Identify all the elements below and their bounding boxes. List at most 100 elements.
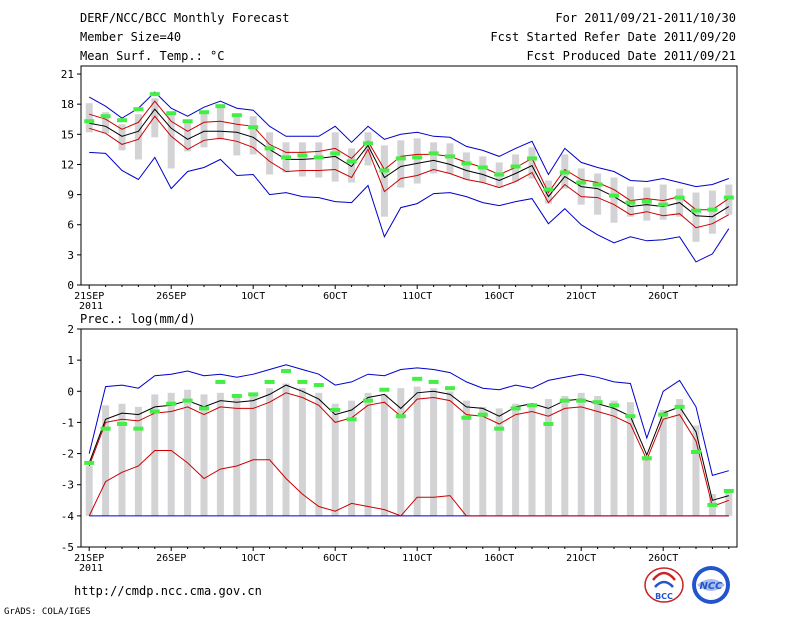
prec-x-tick-label: 21OCT xyxy=(566,553,596,564)
prec-observed-mark xyxy=(330,407,341,412)
prec-spread-bar xyxy=(725,489,733,516)
temp-lower-red-line xyxy=(89,115,730,229)
prec-spread-bar xyxy=(348,400,356,516)
temp-observed-mark xyxy=(100,114,111,119)
temp-spread-bar xyxy=(397,140,405,188)
prec-spread-bar xyxy=(610,400,618,516)
forecast-produced-date: Fcst Produced Date 2011/09/21 xyxy=(526,49,736,63)
prec-x-tick-label: 21SEP xyxy=(74,553,104,564)
prec-observed-mark xyxy=(395,414,406,419)
prec-spread-bar xyxy=(167,392,175,516)
temp-observed-mark xyxy=(674,195,685,200)
prec-observed-mark xyxy=(84,460,95,465)
prec-x-tick-label: 26OCT xyxy=(648,553,678,564)
prec-observed-mark xyxy=(166,401,177,406)
temp-spread-bar xyxy=(85,103,93,133)
temp-y-tick-label: 15 xyxy=(61,128,74,141)
temp-observed-mark xyxy=(264,146,275,151)
temp-observed-mark xyxy=(248,125,259,130)
temp-spread-bar xyxy=(708,190,716,234)
temp-spread-bar xyxy=(610,177,618,223)
prec-y-tick-label: 2 xyxy=(67,323,74,336)
bcc-logo: BCC xyxy=(644,567,684,603)
prec-spread-bar xyxy=(692,425,700,516)
prec-spread-bar xyxy=(462,400,470,516)
temp-observed-mark xyxy=(412,155,423,160)
temp-spread-bar xyxy=(102,112,110,134)
prec-x-tick-label: 2011 xyxy=(79,563,103,574)
prec-spread-bar xyxy=(577,392,585,516)
prec-plot-area xyxy=(81,329,737,547)
temp-y-tick-label: 0 xyxy=(67,279,74,292)
temp-spread-bar xyxy=(348,148,356,183)
prec-observed-mark xyxy=(609,403,619,408)
temp-observed-mark xyxy=(133,107,144,112)
prec-spread-bar xyxy=(626,402,634,516)
prec-spread-bar xyxy=(216,392,224,516)
prec-spread-bar xyxy=(85,466,93,516)
temp-spread-bar xyxy=(528,147,536,179)
temp-observed-mark xyxy=(691,208,701,213)
temp-y-tick-label: 6 xyxy=(67,219,74,232)
temp-spread-bar xyxy=(233,114,241,156)
prec-spread-bar xyxy=(479,406,487,516)
temp-observed-mark xyxy=(592,182,603,187)
temp-spread-bar xyxy=(659,184,667,220)
prec-spread-bar xyxy=(659,409,667,516)
prec-mean-line xyxy=(88,384,729,501)
prec-observed-mark xyxy=(428,379,439,384)
prec-y-tick-label: -3 xyxy=(61,479,74,492)
prec-observed-mark xyxy=(133,426,144,431)
ncc-logo-text: NCC xyxy=(699,581,723,592)
temp-spread-bar xyxy=(446,143,454,174)
prec-observed-mark xyxy=(264,379,275,384)
prec-spread-bar xyxy=(364,392,372,516)
prec-spread-bar xyxy=(544,399,552,516)
prec-spread-bar xyxy=(446,391,454,516)
prec-observed-mark xyxy=(477,412,488,417)
prec-observed-mark xyxy=(707,502,718,507)
temp-x-tick-label: 21OCT xyxy=(566,291,596,302)
temp-observed-mark xyxy=(494,172,505,177)
temp-spread-bar xyxy=(216,107,224,140)
temp-observed-mark xyxy=(231,113,242,118)
temp-observed-mark xyxy=(428,151,439,156)
prec-spread-bar xyxy=(184,389,192,516)
temp-y-tick-label: 18 xyxy=(61,98,74,111)
grads-credit: GrADS: COLA/IGES xyxy=(4,607,91,617)
temp-observed-mark xyxy=(379,168,390,173)
prec-observed-mark xyxy=(592,400,603,405)
temp-observed-mark xyxy=(346,159,357,164)
temp-observed-mark xyxy=(363,141,373,146)
prec-observed-mark xyxy=(674,404,685,409)
temp-y-tick-label: 21 xyxy=(61,68,74,81)
temp-observed-mark xyxy=(641,199,652,204)
prec-observed-mark xyxy=(281,369,291,374)
prec-spread-bar xyxy=(118,403,126,516)
prec-observed-mark xyxy=(313,383,324,388)
prec-observed-mark xyxy=(199,406,209,411)
forecast-started-date: Fcst Started Refer Date 2011/09/20 xyxy=(490,30,736,44)
temp-observed-mark xyxy=(707,207,718,212)
temp-observed-mark xyxy=(445,154,455,159)
prec-upper-red-line xyxy=(88,392,729,508)
prec-spread-bar xyxy=(643,456,651,516)
prec-lower-red-line xyxy=(88,450,729,517)
prec-y-tick-label: -2 xyxy=(61,448,74,461)
temp-observed-mark xyxy=(477,165,488,170)
temp-spread-bar xyxy=(430,142,438,174)
forecast-period: For 2011/09/21-2011/10/30 xyxy=(555,11,736,25)
prec-spread-bar xyxy=(298,388,306,516)
temp-observed-mark xyxy=(658,202,669,207)
temp-spread-bar xyxy=(249,116,257,155)
prec-observed-mark xyxy=(576,398,587,403)
prec-observed-mark xyxy=(691,450,701,455)
prec-spread-bar xyxy=(594,395,602,516)
temp-observed-mark xyxy=(281,155,291,160)
prec-y-tick-label: -5 xyxy=(61,541,74,554)
prec-observed-mark xyxy=(182,398,193,403)
prec-spread-bar xyxy=(249,392,257,516)
prec-observed-mark xyxy=(723,488,734,493)
